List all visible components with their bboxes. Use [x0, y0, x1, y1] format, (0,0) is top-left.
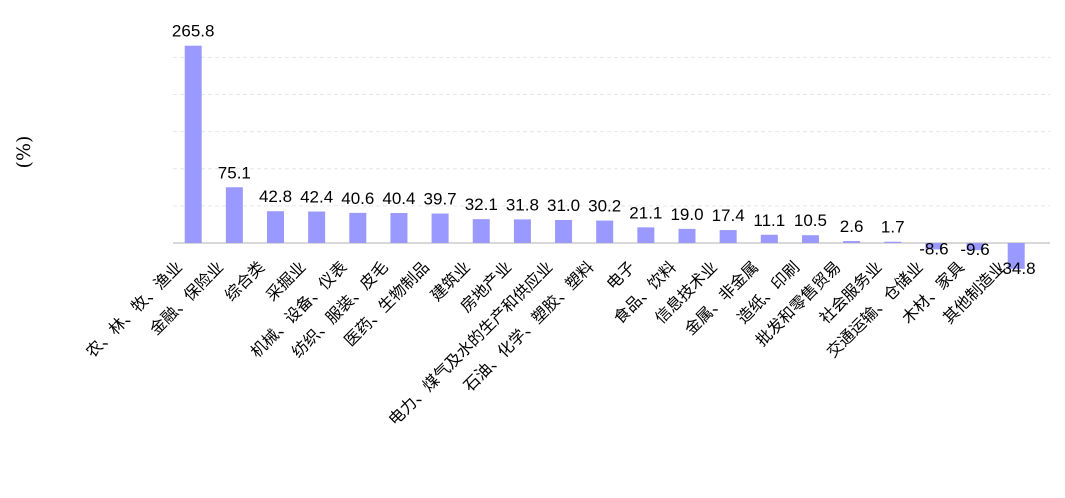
bars — [184, 45, 1025, 269]
value-label: 32.1 — [465, 195, 498, 214]
value-label: 2.6 — [840, 217, 864, 236]
bar — [801, 235, 819, 243]
value-label: 75.1 — [218, 163, 251, 182]
value-label: 39.7 — [424, 190, 457, 209]
category-labels: 农、林、牧、渔业金融、保险业综合类采掘业机械、设备、仪表纺织、服装、皮毛医药、生… — [82, 257, 1009, 429]
bar — [472, 219, 490, 243]
value-label: 19.0 — [670, 205, 703, 224]
value-label: 42.4 — [300, 188, 333, 207]
bar — [843, 241, 861, 243]
bar — [225, 187, 243, 243]
bar — [267, 211, 284, 243]
bar — [966, 243, 984, 251]
value-label: -34.8 — [997, 259, 1036, 278]
bar — [884, 241, 902, 243]
value-label: 10.5 — [794, 211, 827, 230]
gridlines — [173, 56, 1050, 207]
value-label: 21.1 — [629, 203, 662, 222]
bar — [596, 220, 614, 243]
value-label: 1.7 — [881, 218, 905, 237]
value-label: -9.6 — [960, 240, 989, 259]
value-label: 17.4 — [712, 206, 745, 225]
bar — [1007, 243, 1025, 269]
bar — [719, 230, 737, 243]
value-label: 30.2 — [588, 197, 621, 216]
value-label: 11.1 — [753, 211, 785, 230]
bar — [184, 45, 202, 244]
bar — [760, 234, 778, 243]
value-label: -8.6 — [919, 239, 948, 258]
bar — [513, 219, 531, 243]
bar — [678, 228, 696, 243]
category-label: 电子 — [603, 257, 639, 293]
value-label: 265.8 — [172, 22, 215, 41]
value-label: 31.0 — [547, 196, 580, 215]
value-labels: 265.8 75.1 42.8 42.4 40.6 40.4 39.7 32.1 31.8 31.… — [172, 22, 1036, 278]
value-label: 40.4 — [382, 189, 415, 208]
category-label: 综合类 — [221, 257, 268, 304]
bar — [637, 227, 655, 243]
y-axis-label: (%) — [13, 136, 35, 169]
bar — [431, 213, 449, 243]
bar — [349, 212, 367, 243]
bar — [555, 219, 573, 243]
bar — [390, 213, 408, 243]
bar — [925, 243, 943, 250]
value-label: 31.8 — [506, 195, 539, 214]
value-label: 42.8 — [259, 187, 292, 206]
value-label: 40.6 — [341, 189, 374, 208]
bar — [308, 211, 326, 243]
